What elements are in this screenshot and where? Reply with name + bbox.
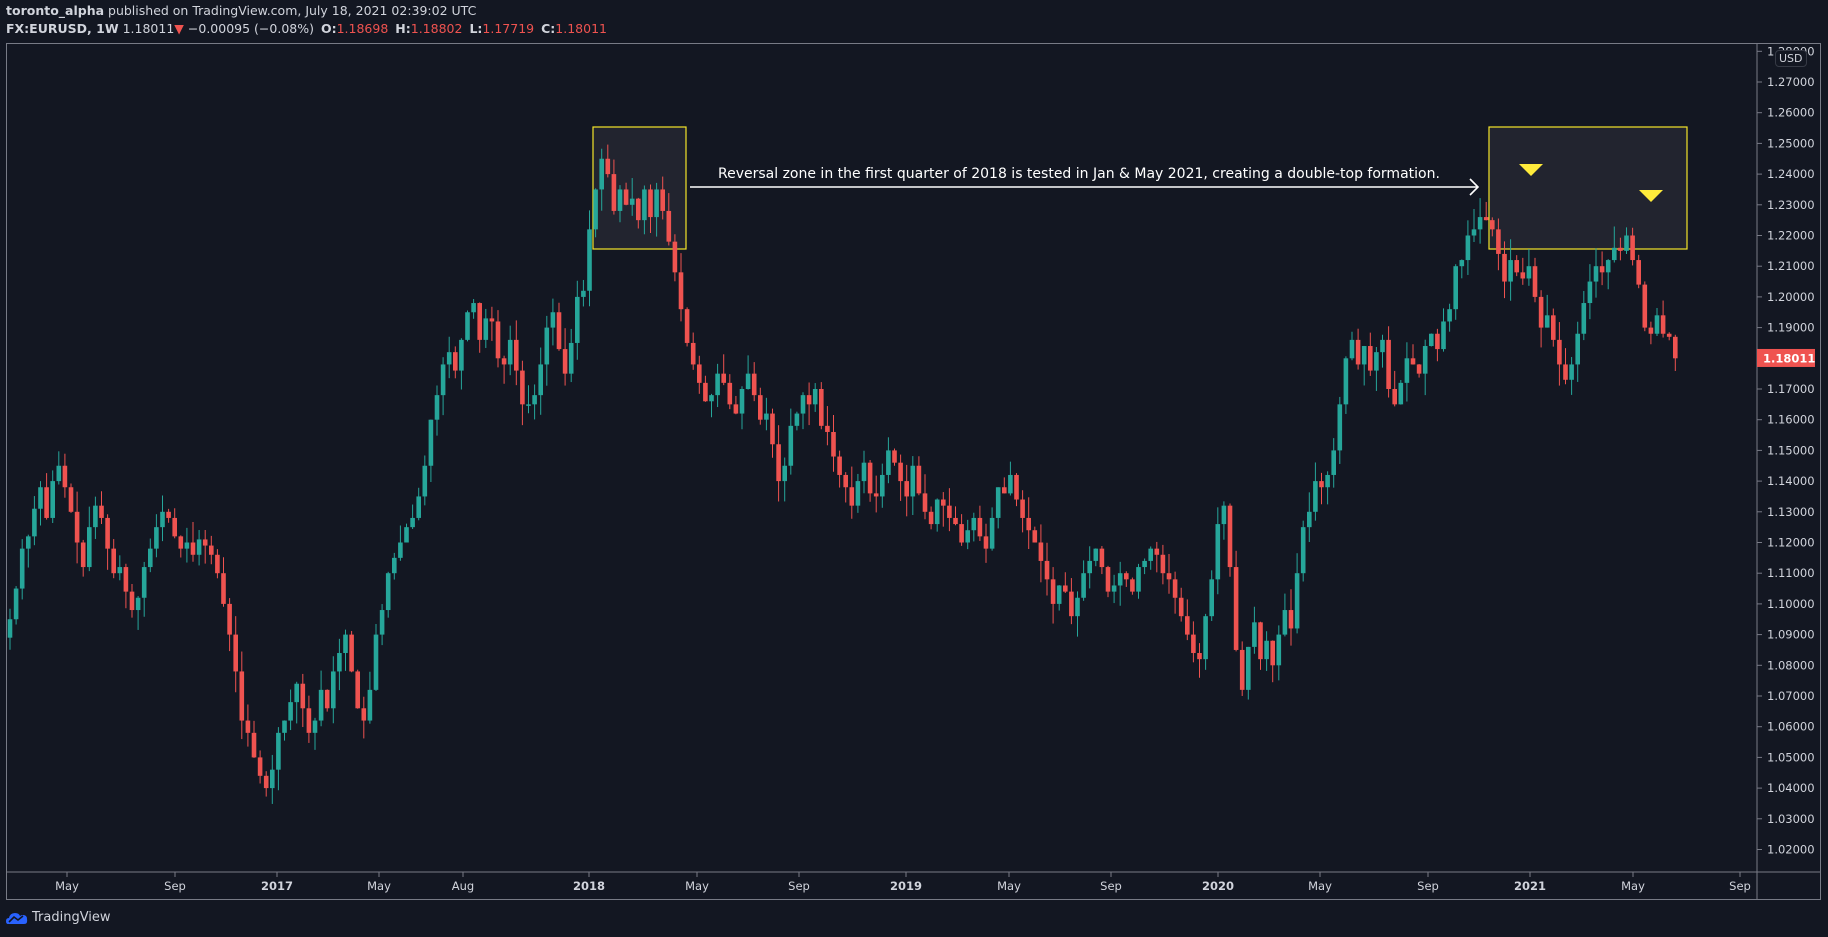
symbol-name[interactable]: FX:EURUSD, 1W: [6, 21, 119, 36]
low-value: 1.17719: [482, 21, 535, 36]
price-tick-label: 1.26000: [1767, 106, 1815, 120]
chart-frame: [6, 43, 1821, 900]
price-tick-label: 1.11000: [1767, 566, 1815, 580]
price-tick-label: 1.17000: [1767, 382, 1815, 396]
high-value: 1.18802: [410, 21, 463, 36]
price-tick-label: 1.05000: [1767, 750, 1815, 764]
tradingview-logo[interactable]: TradingView: [6, 910, 111, 925]
time-tick-label: Sep: [1729, 879, 1751, 893]
published-text: published on TradingView.com, July 18, 2…: [108, 3, 477, 18]
time-tick-label: 2019: [890, 879, 922, 893]
time-tick-label: Aug: [452, 879, 474, 893]
down-arrow-icon: ▼: [174, 21, 184, 36]
price-tick-label: 1.25000: [1767, 136, 1815, 150]
time-tick-label: May: [1621, 879, 1645, 893]
time-tick-label: 2018: [573, 879, 605, 893]
price-tick-label: 1.27000: [1767, 75, 1815, 89]
time-tick-label: May: [367, 879, 391, 893]
last-value: 1.18011: [122, 21, 175, 36]
price-tick-label: 1.20000: [1767, 290, 1815, 304]
close-label: C:: [541, 21, 556, 36]
price-tick-label: 1.13000: [1767, 505, 1815, 519]
time-tick-label: 2017: [261, 879, 293, 893]
time-tick-label: May: [997, 879, 1021, 893]
price-tick-label: 1.12000: [1767, 536, 1815, 550]
price-tick-label: 1.15000: [1767, 443, 1815, 457]
time-tick-label: 2020: [1202, 879, 1234, 893]
author-name[interactable]: toronto_alpha: [6, 3, 105, 18]
high-label: H:: [395, 21, 411, 36]
price-tick-label: 1.14000: [1767, 474, 1815, 488]
time-tick-label: May: [1308, 879, 1332, 893]
tradingview-cloud-icon: [6, 912, 28, 924]
annotation-text[interactable]: Reversal zone in the first quarter of 20…: [718, 166, 1440, 182]
time-tick-label: Sep: [1100, 879, 1122, 893]
price-tick-label: 1.21000: [1767, 259, 1815, 273]
time-tick-label: May: [685, 879, 709, 893]
price-tick-label: 1.10000: [1767, 597, 1815, 611]
price-tick-label: 1.07000: [1767, 689, 1815, 703]
last-price-badge: [1757, 348, 1815, 367]
time-tick-label: 2021: [1514, 879, 1546, 893]
price-tick-label: 1.22000: [1767, 229, 1815, 243]
price-tick-label: 1.06000: [1767, 720, 1815, 734]
candles: [7, 144, 1678, 804]
price-tick-label: 1.16000: [1767, 413, 1815, 427]
last-price-label: 1.18011: [1763, 351, 1815, 365]
brand-name: TradingView: [32, 910, 111, 925]
symbol-legend: FX:EURUSD, 1W 1.18011▼ −0.00095 (−0.08%)…: [6, 21, 607, 36]
open-label: O:: [320, 21, 337, 36]
currency-badge[interactable]: USD: [1775, 50, 1807, 67]
price-tick-label: 1.02000: [1767, 843, 1815, 857]
time-tick-label: Sep: [1417, 879, 1439, 893]
open-value: 1.18698: [336, 21, 389, 36]
price-tick-label: 1.09000: [1767, 628, 1815, 642]
price-tick-label: 1.19000: [1767, 321, 1815, 335]
publish-info: toronto_alpha published on TradingView.c…: [6, 3, 476, 18]
change-value: −0.00095 (−0.08%): [187, 21, 314, 36]
down-triangle-marker-icon[interactable]: [1519, 164, 1543, 176]
time-tick-label: May: [55, 879, 79, 893]
price-tick-label: 1.08000: [1767, 658, 1815, 672]
down-triangle-marker-icon[interactable]: [1639, 190, 1663, 202]
time-tick-label: Sep: [788, 879, 810, 893]
close-value: 1.18011: [555, 21, 607, 36]
arrow-head-icon: [1469, 178, 1480, 196]
price-tick-label: 1.03000: [1767, 812, 1815, 826]
zone-box-2[interactable]: [1488, 126, 1688, 250]
price-tick-label: 1.24000: [1767, 167, 1815, 181]
low-label: L:: [469, 21, 483, 36]
time-tick-label: Sep: [164, 879, 186, 893]
price-tick-label: 1.04000: [1767, 781, 1815, 795]
price-tick-label: 1.23000: [1767, 198, 1815, 212]
